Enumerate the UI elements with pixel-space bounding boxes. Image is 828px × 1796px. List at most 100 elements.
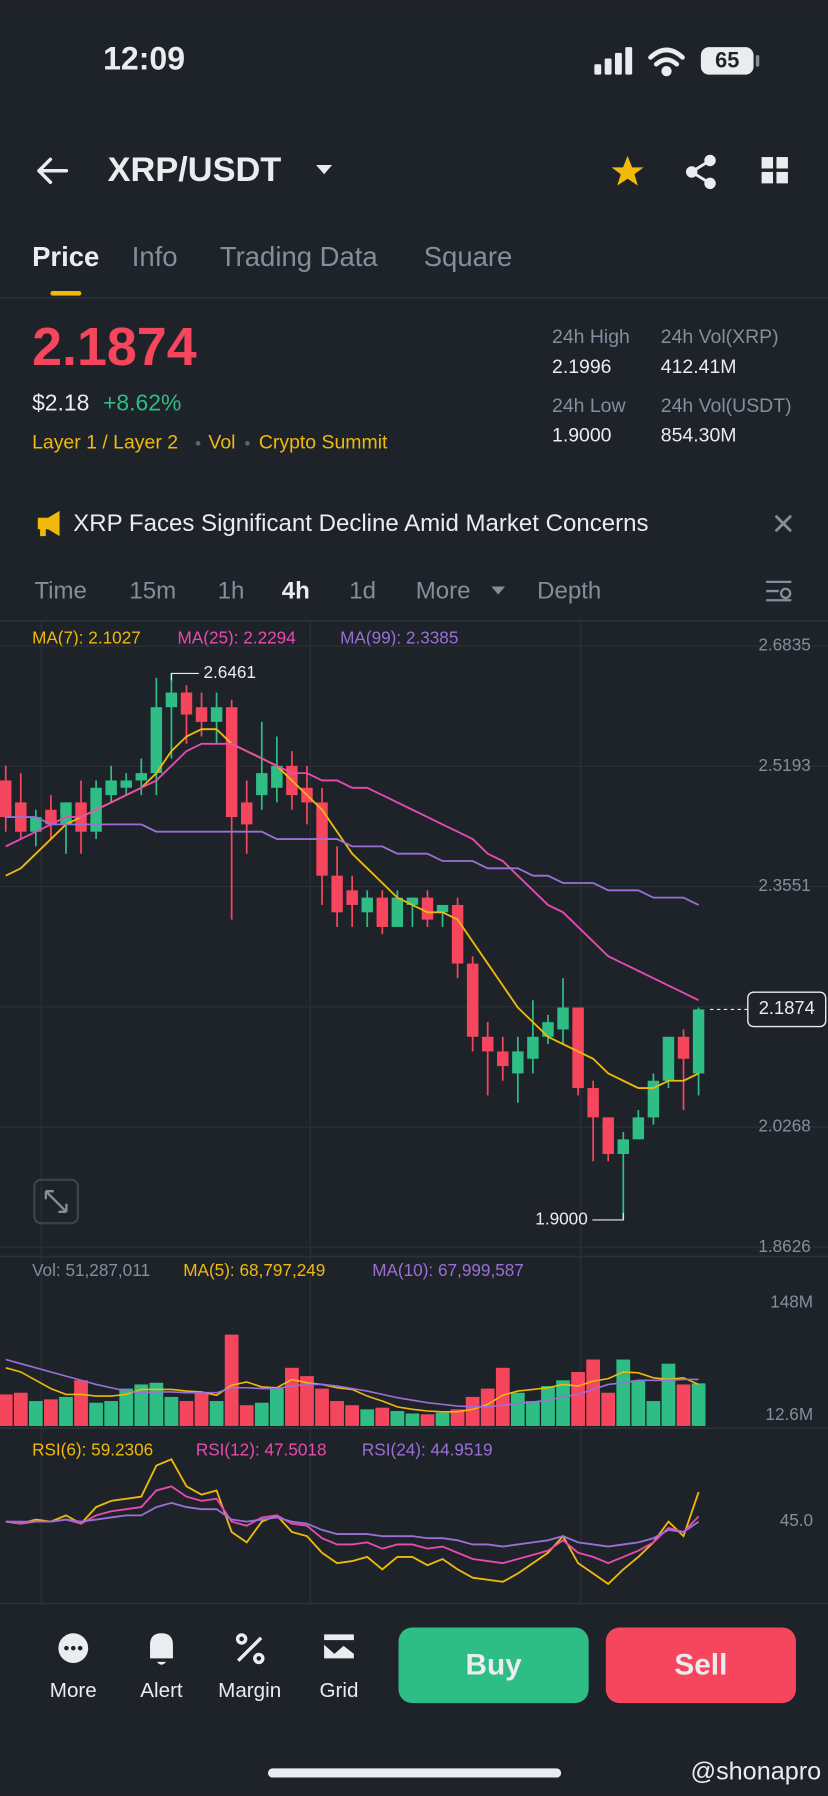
volume-chart: 12.6M 148M [0,1292,813,1426]
ma-legend: MA(25): 2.2294 [178,628,297,648]
news-close[interactable] [775,515,792,532]
indicator-line [5,1485,700,1565]
candle-body [617,1139,630,1154]
tag[interactable]: Vol [208,431,235,453]
news-icon [37,510,60,537]
stat-value: 2.1996 [552,356,612,378]
candle-body [557,1007,569,1030]
candle-body [662,1036,675,1081]
volume-bar [526,1401,540,1426]
candle-body [451,904,464,964]
sell-button[interactable] [605,1627,796,1704]
volume-bar [556,1380,570,1426]
volume-bar [646,1401,661,1426]
battery-level: 65 [715,48,739,73]
indicator-line [5,1367,699,1413]
candle-body [135,773,148,781]
volume-bar [495,1367,510,1426]
y-tick-label: 1.8626 [758,1236,810,1256]
sell-label[interactable]: Sell [674,1648,727,1681]
tag[interactable]: Layer 1 / Layer 2 [32,431,178,453]
volume-bar [224,1334,239,1426]
more-dropdown[interactable] [491,586,506,595]
stat-value: 1.9000 [552,425,612,447]
volume-bar [44,1399,58,1426]
candle-body [195,707,208,722]
stat-label: 24h Vol(USDT) [661,395,792,417]
interval[interactable]: Depth [537,578,601,605]
candle-body [256,773,268,796]
news-headline[interactable]: XRP Faces Significant Decline Amid Marke… [73,510,648,537]
y-tick-label: 148M [770,1292,813,1312]
buy-button[interactable] [398,1627,589,1704]
volume-legend: Vol: 51,287,011 [32,1260,150,1280]
annotation-label: 2.6461 [203,662,255,682]
tab[interactable]: Square [424,241,513,272]
interval[interactable]: 15m [129,578,176,605]
annotation-leader [170,672,199,681]
favorite-star[interactable] [611,155,644,186]
toolbar-label[interactable]: Grid [320,1679,359,1702]
ma-legend: MA(7): 2.1027 [32,628,141,648]
toolbar-label[interactable]: Margin [218,1679,281,1702]
volume-bar [315,1388,329,1426]
candle-body [436,904,449,913]
candle-body [692,1009,705,1074]
indicator-line [5,816,699,906]
back-button[interactable] [37,157,69,184]
interval[interactable]: More [416,578,471,605]
tab[interactable]: Trading Data [220,241,378,272]
stat-value: 412.41M [661,356,737,378]
toolbar-label[interactable]: Alert [140,1679,183,1702]
ma-legend: MA(99): 2.3385 [340,628,458,648]
pair-dropdown[interactable] [316,165,333,175]
more-icon[interactable] [58,1633,89,1664]
buy-label[interactable]: Buy [465,1648,522,1681]
interval-active[interactable]: 4h [282,578,310,605]
interval[interactable]: 1d [349,578,376,605]
candle-body [677,1036,690,1059]
candle-body [271,765,283,788]
pair-title[interactable]: XRP/USDT [108,151,282,189]
tag[interactable]: Crypto Summit [259,431,388,453]
tab-active[interactable]: Price [32,241,99,272]
rsi-chart: 45.0 [5,1458,813,1586]
share-button[interactable] [685,154,716,190]
candle-body [527,1036,539,1059]
volume-bar [601,1392,616,1426]
candle-body [60,802,72,825]
volume-bar [239,1405,254,1426]
stat-value: 854.30M [661,425,737,447]
candle-body [150,707,163,774]
stat-label: 24h Low [552,395,626,417]
volume-bar [541,1386,555,1426]
volume-bar [330,1401,344,1426]
volume-bar [465,1396,480,1426]
tab[interactable]: Info [132,241,178,272]
alert-icon[interactable] [150,1633,173,1665]
indicator-line [5,742,699,1001]
expand-button[interactable] [33,1178,80,1225]
margin-icon[interactable] [235,1633,265,1665]
interval[interactable]: 1h [218,578,245,605]
volume-bar [586,1359,601,1426]
volume-bar [691,1383,706,1426]
toolbar-label[interactable]: More [50,1679,97,1702]
last-price-label: 2.1874 [759,997,815,1018]
candle-body [481,1036,494,1052]
chart-settings[interactable] [766,580,792,602]
candle-body [45,809,57,825]
candle-body [391,897,404,927]
volume-ma-legend: MA(5): 68,797,249 [183,1260,325,1280]
rsi-legend: RSI(12): 47.5018 [196,1440,327,1460]
stat-label: 24h High [552,326,630,348]
grid-icon[interactable] [324,1634,354,1659]
candle-body [421,897,434,920]
volume-bar [194,1392,209,1426]
volume-bar [164,1396,179,1426]
y-tick-label: 12.6M [765,1404,813,1424]
volume-bar [661,1363,676,1426]
layout-button[interactable] [761,157,788,184]
interval[interactable]: Time [34,578,87,605]
tab-indicator [50,291,82,296]
